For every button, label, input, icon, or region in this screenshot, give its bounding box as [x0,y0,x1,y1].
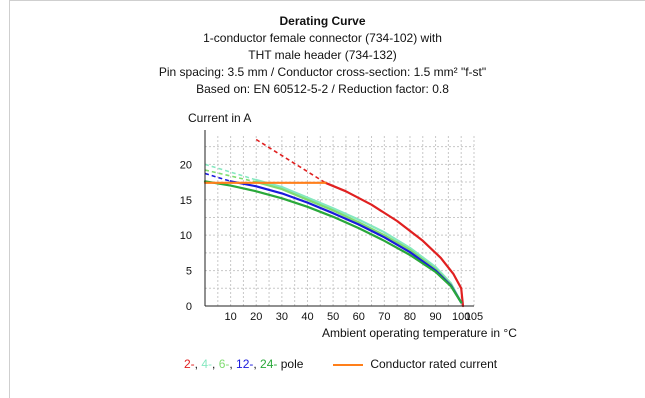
chart-subtitle-2: THT male header (734-132) [248,48,397,62]
y-tick-label: 20 [180,159,192,171]
chart-subtitle-4: Based on: EN 60512-5-2 / Reduction facto… [196,82,449,96]
series-line-4 [203,180,463,304]
series-line-1 [255,178,463,304]
legend-pole-2: 4- [201,357,213,371]
y-axis-label: Current in A [188,111,251,125]
x-tick-label: 10 [224,311,236,323]
x-tick-label: 100 [452,311,470,323]
chart-title: Derating Curve [279,14,366,28]
chart-frame [9,0,645,398]
legend-pole-1: , [194,357,202,371]
series-dashed-1 [204,163,257,181]
x-tick-label: 70 [378,311,390,323]
x-tick-label: 80 [404,311,416,323]
legend-pole-7: , [253,357,261,371]
y-tick-label: 5 [186,266,192,278]
x-tick-label: 40 [301,311,313,323]
chart-subtitle-3: Pin spacing: 3.5 mm / Conductor cross-se… [158,65,487,79]
legend-pole-4: 6- [218,357,230,371]
legend-rated-label: Conductor rated current [370,357,498,371]
legend-pole-0: 2- [184,357,195,371]
legend-rated-swatch [333,363,363,366]
grid [205,136,475,306]
series-line-0 [324,181,465,308]
x-tick-label: 60 [353,311,365,323]
x-tick-label: 90 [429,311,441,323]
x-axis-label: Ambient operating temperature in °C [322,326,517,340]
chart-subtitle-1: 1-conductor female connector (734-102) w… [203,31,442,45]
legend-pole-8: 24- [260,357,278,371]
legend-rated-current: Conductor rated current [333,356,497,372]
legend-pole-9: pole [277,357,304,371]
y-tick-label: 0 [186,301,192,313]
x-tick-label: 30 [276,311,288,323]
plot-area [205,136,474,306]
series-dashed-3 [204,172,231,183]
x-tick-label: 105 [465,311,483,323]
legend-poles: 2-, 4-, 6-, 12-, 24- pole [184,356,303,372]
legend-pole-6: 12- [236,357,254,371]
x-tick-label: 20 [250,311,262,323]
series-lines [203,138,465,308]
legend-pole-5: , [229,357,237,371]
y-tick-label: 15 [180,195,192,207]
y-tick-label: 10 [180,230,192,242]
legend-pole-3: , [212,357,219,371]
chart-titles: Derating Curve 1-conductor female connec… [0,13,645,98]
x-tick-label: 50 [327,311,339,323]
series-dashed-2 [204,169,257,183]
axes [204,130,474,307]
